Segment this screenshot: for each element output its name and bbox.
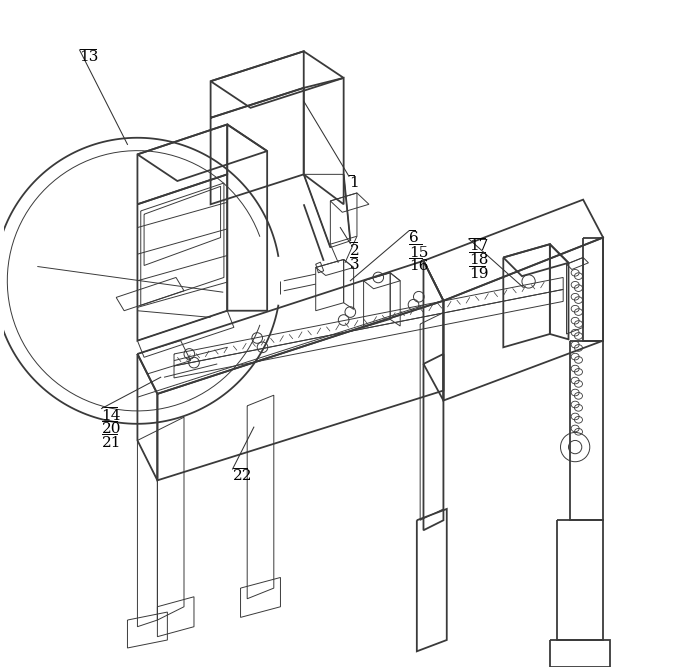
Text: 6: 6 xyxy=(409,231,419,245)
Text: 14: 14 xyxy=(102,409,121,422)
Text: 2: 2 xyxy=(350,244,360,258)
Text: 3: 3 xyxy=(350,258,360,272)
Circle shape xyxy=(561,432,590,462)
Text: 1: 1 xyxy=(349,176,359,190)
Text: 17: 17 xyxy=(468,239,488,253)
Text: 18: 18 xyxy=(468,253,488,267)
Text: 22: 22 xyxy=(233,469,252,483)
Circle shape xyxy=(373,272,384,283)
Text: 21: 21 xyxy=(102,436,121,450)
Text: 20: 20 xyxy=(102,422,121,436)
Text: 13: 13 xyxy=(80,50,99,64)
Text: 19: 19 xyxy=(468,267,488,281)
Text: 15: 15 xyxy=(409,246,428,260)
Circle shape xyxy=(522,275,535,288)
Text: 16: 16 xyxy=(409,259,429,273)
